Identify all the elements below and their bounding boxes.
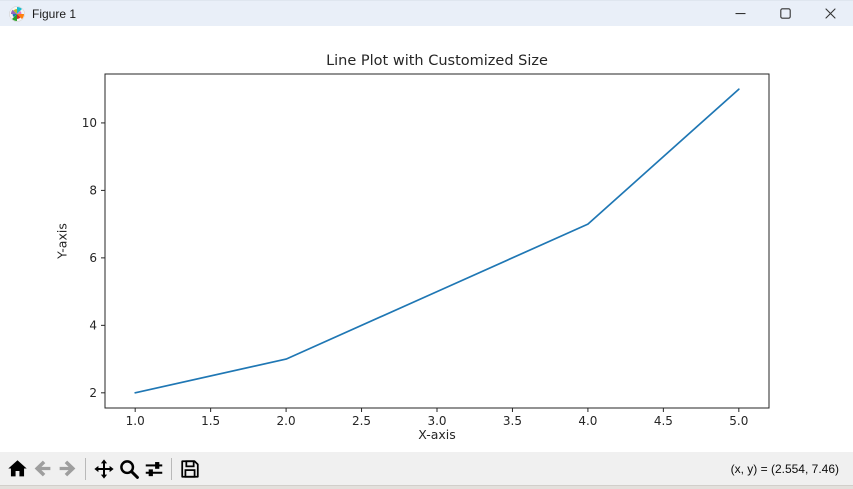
x-tick-label: 2.5 [352,414,371,428]
close-icon [825,8,836,19]
minimize-button[interactable] [718,1,763,26]
axes-frame [104,73,770,409]
pan-button[interactable] [91,455,116,482]
x-axis-label: X-axis [418,427,456,442]
chart-title: Line Plot with Customized Size [326,53,548,69]
home-button[interactable] [5,455,30,482]
plot-area: 1.0 1.5 2.0 2.5 3.0 3.5 4.0 4.5 5.0 2 4 6 8 10 [82,73,770,428]
x-tick-label: 1.0 [126,414,145,428]
y-tick-label: 6 [89,251,97,265]
window-controls [718,1,853,26]
toolbar-separator [85,457,86,480]
window-titlebar[interactable]: Figure 1 [0,0,853,26]
forward-arrow-icon [59,460,76,477]
save-floppy-icon [180,459,199,478]
figure-canvas[interactable]: 1.0 1.5 2.0 2.5 3.0 3.5 4.0 4.5 5.0 2 4 6 8 10 Line P… [0,26,853,452]
window-title: Figure 1 [32,6,77,21]
cursor-coordinates-readout: (x, y) = (2.554, 7.46) [730,461,839,476]
forward-button[interactable] [55,455,80,482]
home-icon [8,460,27,477]
sliders-icon [145,461,162,476]
zoom-button[interactable] [116,455,141,482]
configure-subplots-button[interactable] [141,455,166,482]
window-bottom-edge [0,485,853,489]
x-tick-label: 4.5 [654,414,673,428]
pan-icon [93,458,114,479]
x-tick-label: 1.5 [201,414,220,428]
x-tick-label: 5.0 [729,414,748,428]
x-tick-label: 2.0 [277,414,296,428]
back-arrow-icon [34,460,51,477]
y-tick-label: 10 [82,116,97,130]
save-figure-button[interactable] [177,455,202,482]
minimize-icon [735,13,746,15]
maximize-button[interactable] [763,1,808,26]
back-button[interactable] [30,455,55,482]
navigation-toolbar: (x, y) = (2.554, 7.46) [0,452,853,485]
x-tick-label: 3.0 [427,414,446,428]
matplotlib-logo-icon [9,5,25,22]
magnifier-icon [119,459,139,479]
y-axis-label: Y-axis [54,223,70,259]
x-tick-label: 4.0 [578,414,597,428]
y-tick-label: 2 [89,386,97,400]
x-tick-label: 3.5 [503,414,522,428]
y-tick-label: 8 [89,183,97,197]
close-button[interactable] [808,1,853,26]
maximize-icon [780,8,791,19]
data-line [134,88,740,394]
y-tick-label: 4 [89,318,97,332]
toolbar-separator [171,457,172,480]
